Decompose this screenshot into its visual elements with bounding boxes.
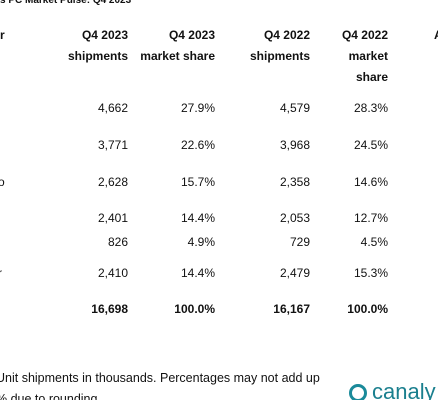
header-cell: Q4 2023 xyxy=(81,28,128,42)
header-cell: A xyxy=(434,28,438,42)
cell: 14.4% xyxy=(180,266,215,280)
footnote: Unit shipments in thousands. Percentages… xyxy=(0,371,320,385)
total-cell: 100.0% xyxy=(347,302,388,316)
cell: 15.7% xyxy=(180,175,215,189)
cell: 3,968 xyxy=(279,138,310,152)
cell: 729 xyxy=(289,235,310,249)
cell: 2,053 xyxy=(279,211,310,225)
header-cell: Q4 2023 xyxy=(168,28,215,42)
header-cell: market xyxy=(348,49,388,63)
header-cell: shipments xyxy=(67,49,128,63)
cell: 4.9% xyxy=(187,235,215,249)
total-cell: 100.0% xyxy=(174,302,215,316)
cell: 3,771 xyxy=(97,138,128,152)
logo-text: canaly xyxy=(372,379,436,400)
cell: 12.7% xyxy=(353,211,388,225)
cell: 2,401 xyxy=(97,211,128,225)
title: s PC Market Pulse: Q4 2023 xyxy=(0,0,132,6)
cell: 2,628 xyxy=(97,175,128,189)
cell: 14.4% xyxy=(180,211,215,225)
cell: 4,579 xyxy=(279,101,310,115)
cell: 28.3% xyxy=(353,101,388,115)
cell: 4.5% xyxy=(360,235,388,249)
total-cell: 16,698 xyxy=(91,302,128,316)
cell: 2,479 xyxy=(279,266,310,280)
row-label: r xyxy=(0,266,2,280)
cell: 2,410 xyxy=(97,266,128,280)
cell: 2,358 xyxy=(279,175,310,189)
cell: 4,662 xyxy=(97,101,128,115)
header-cell: r xyxy=(0,28,5,42)
header-cell: shipments xyxy=(249,49,310,63)
header-cell: share xyxy=(355,70,388,84)
cell: 14.6% xyxy=(353,175,388,189)
header-cell: Q4 2022 xyxy=(263,28,310,42)
cell: 826 xyxy=(107,235,128,249)
header-cell: Q4 2022 xyxy=(341,28,388,42)
logo-icon xyxy=(349,384,367,400)
cell: 27.9% xyxy=(180,101,215,115)
row-label: o xyxy=(0,175,5,189)
footnote: % due to rounding. xyxy=(0,392,101,400)
cell: 24.5% xyxy=(353,138,388,152)
cell: 22.6% xyxy=(180,138,215,152)
total-cell: 16,167 xyxy=(273,302,310,316)
header-cell: market share xyxy=(140,49,215,63)
cell: 15.3% xyxy=(353,266,388,280)
